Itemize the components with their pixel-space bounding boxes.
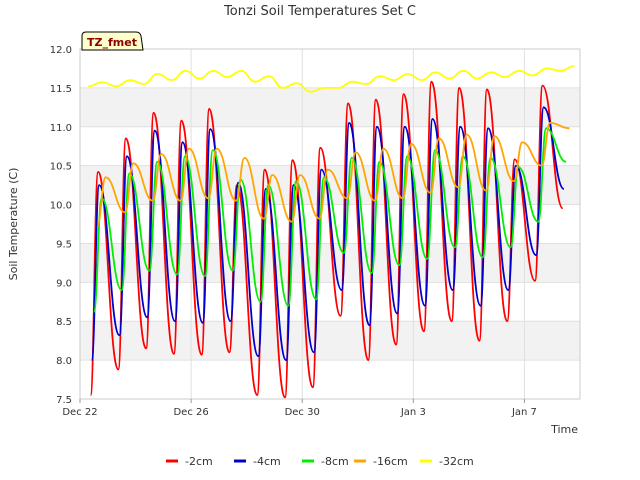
series-line-16cm xyxy=(96,122,570,228)
site-badge-label: TZ_fmet xyxy=(87,36,137,49)
y-axis-label: Soil Temperature (C) xyxy=(7,168,20,281)
background-band xyxy=(80,360,580,399)
series-line-32cm xyxy=(88,65,575,93)
site-badge: TZ_fmet xyxy=(81,31,144,51)
y-tick-label: 9.5 xyxy=(56,239,72,250)
x-tick-label: Dec 26 xyxy=(173,407,208,418)
y-tick-label: 10.0 xyxy=(50,201,72,212)
x-tick-label: Dec 22 xyxy=(62,407,97,418)
legend: -2cm -4cm -8cm -16cm -32cm xyxy=(166,455,474,468)
x-tick-label: Jan 7 xyxy=(511,407,537,418)
x-axis-ticks: Dec 22 Dec 26 Dec 30 Jan 3 Jan 7 xyxy=(62,399,537,418)
series-lines xyxy=(88,65,575,399)
legend-label: -4cm xyxy=(253,455,281,468)
legend-label: -16cm xyxy=(373,455,408,468)
background-band xyxy=(80,126,580,166)
y-tick-label: 9.0 xyxy=(56,278,72,289)
series-line-2cm xyxy=(89,80,564,399)
legend-label: -32cm xyxy=(439,455,474,468)
y-tick-label: 7.5 xyxy=(56,395,72,406)
y-axis-ticks: 7.5 8.0 8.5 9.0 9.5 10.0 10.5 11.0 11.5 12.0 xyxy=(50,45,72,406)
x-tick-label: Jan 3 xyxy=(400,407,426,418)
legend-label: -8cm xyxy=(321,455,349,468)
y-tick-label: 8.5 xyxy=(56,317,72,328)
chart-title: Tonzi Soil Temperatures Set C xyxy=(223,4,416,19)
y-tick-label: 12.0 xyxy=(50,45,72,56)
y-tick-label: 8.0 xyxy=(56,356,72,367)
series-line-8cm xyxy=(93,127,567,313)
background-band xyxy=(80,282,580,322)
legend-label: -2cm xyxy=(185,455,213,468)
background-band xyxy=(80,243,580,283)
y-tick-label: 11.5 xyxy=(50,84,72,95)
background-band xyxy=(80,87,580,127)
y-tick-label: 10.5 xyxy=(50,162,72,173)
plot-area xyxy=(79,48,581,400)
background-band xyxy=(80,321,580,361)
y-tick-label: 11.0 xyxy=(50,123,72,134)
series-line-4cm xyxy=(90,106,565,361)
background-band xyxy=(80,49,580,88)
x-tick-label: Dec 30 xyxy=(285,407,320,418)
x-axis-label: Time xyxy=(550,423,578,436)
